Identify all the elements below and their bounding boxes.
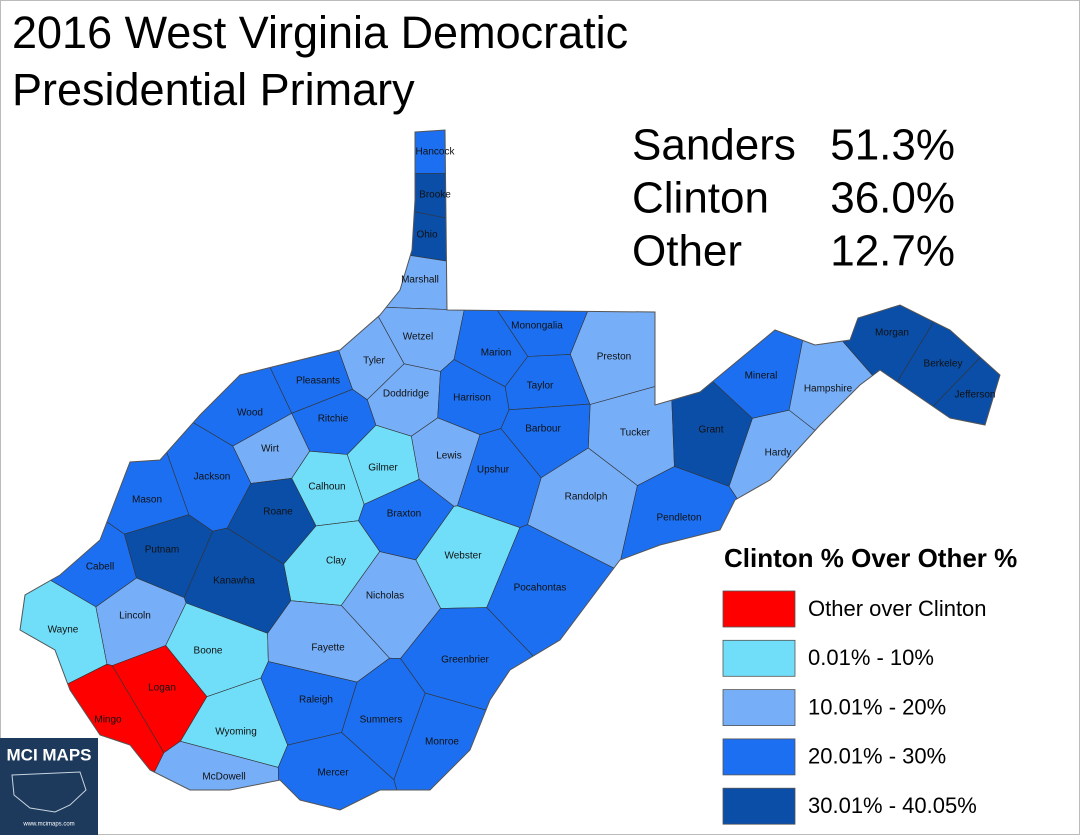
county-label: Braxton	[387, 509, 421, 520]
legend-swatch	[722, 689, 796, 726]
county-label: Hardy	[765, 448, 792, 459]
logo-name: MCI MAPS	[7, 745, 92, 764]
county-label: Greenbrier	[441, 655, 489, 666]
candidate-name: Clinton	[632, 174, 769, 223]
county-label: Pocahontas	[514, 583, 567, 594]
legend-label: 30.01% - 40.05%	[808, 793, 977, 818]
county-label: Wayne	[48, 625, 79, 636]
logo-icon	[11, 771, 87, 813]
county-label: Webster	[444, 551, 482, 562]
candidate-name: Sanders	[632, 121, 796, 170]
county-label: Lincoln	[119, 611, 151, 622]
county-label: Taylor	[527, 381, 554, 392]
county-label: Mercer	[317, 768, 349, 779]
county-label: Roane	[263, 507, 293, 518]
candidate-share: 51.3%	[830, 121, 955, 170]
candidate-share: 12.7%	[830, 227, 955, 276]
logo-box	[0, 738, 98, 835]
county-label: Jackson	[194, 472, 231, 483]
county-label: Ohio	[416, 230, 438, 241]
legend-swatch	[722, 738, 796, 776]
county-label: Hampshire	[804, 384, 853, 395]
logo-url: www.mcimaps.com	[22, 822, 74, 828]
county-label: Clay	[326, 556, 346, 567]
county-label: Wetzel	[403, 332, 433, 343]
logo: MCI MAPS www.mcimaps.com	[0, 738, 98, 835]
county-label: Tucker	[620, 428, 651, 439]
county-label: Putnam	[145, 545, 179, 556]
county-label: Harrison	[453, 393, 491, 404]
county-label: Morgan	[875, 328, 909, 339]
county-label: Wood	[237, 408, 263, 419]
legend-label: 0.01% - 10%	[808, 645, 934, 670]
county-label: Wyoming	[215, 727, 257, 738]
results: Sanders 51.3% Clinton 36.0% Other 12.7%	[632, 121, 955, 276]
legend-label: 10.01% - 20%	[808, 694, 946, 719]
legend: Other over Clinton 0.01% - 10% 10.01% - 20…	[722, 590, 987, 825]
county-label: Marshall	[401, 275, 439, 286]
legend-swatch	[722, 639, 796, 677]
county-label: Boone	[194, 646, 223, 657]
county-label: Kanawha	[213, 576, 255, 587]
legend-label: 20.01% - 30%	[808, 744, 946, 769]
county-label: Berkeley	[924, 359, 963, 370]
county-label: Monongalia	[511, 321, 563, 332]
county-label: Doddridge	[383, 389, 430, 400]
county-label: Brooke	[419, 190, 451, 201]
legend-label: Other over Clinton	[808, 596, 987, 621]
county-label: Lewis	[436, 451, 462, 462]
county-label: Preston	[597, 352, 631, 363]
county-label: Tyler	[363, 356, 385, 367]
legend-swatch	[722, 787, 796, 825]
county-label: Gilmer	[368, 463, 398, 474]
county-label: Mason	[132, 495, 162, 506]
title-line: 2016 West Virginia Democratic	[12, 7, 628, 58]
county-label: Calhoun	[308, 482, 345, 493]
state-outline	[19, 129, 1001, 811]
county-label: Pleasants	[296, 376, 340, 387]
county-label: Raleigh	[299, 695, 333, 706]
county-label: Jefferson	[955, 390, 996, 401]
county-label: Mineral	[745, 371, 778, 382]
county-label: Mingo	[94, 715, 122, 726]
county-label: Randolph	[565, 492, 608, 503]
county-label: Logan	[148, 683, 176, 694]
county-label: McDowell	[202, 772, 245, 783]
county-label: Nicholas	[366, 591, 404, 602]
candidate-name: Other	[632, 227, 742, 276]
legend-title: Clinton % Over Other %	[724, 543, 1017, 573]
county-label: Wirt	[261, 444, 279, 455]
county-label: Barbour	[525, 424, 561, 435]
county-label: Grant	[698, 425, 723, 436]
candidate-share: 36.0%	[830, 174, 955, 223]
county-labels: Hancock Brooke Ohio Marshall Wetzel Monongali…	[48, 147, 996, 783]
county-label: Fayette	[311, 643, 345, 654]
county-label: Ritchie	[318, 414, 349, 425]
county-label: Monroe	[425, 737, 459, 748]
title-line: Presidential Primary	[12, 64, 415, 115]
county-label: Hancock	[416, 147, 456, 158]
county-label: Upshur	[477, 465, 510, 476]
county-label: Cabell	[86, 562, 114, 573]
county-label: Marion	[481, 348, 512, 359]
county-label: Pendleton	[656, 513, 701, 524]
county-label: Summers	[360, 715, 403, 726]
legend-swatch	[722, 590, 796, 628]
